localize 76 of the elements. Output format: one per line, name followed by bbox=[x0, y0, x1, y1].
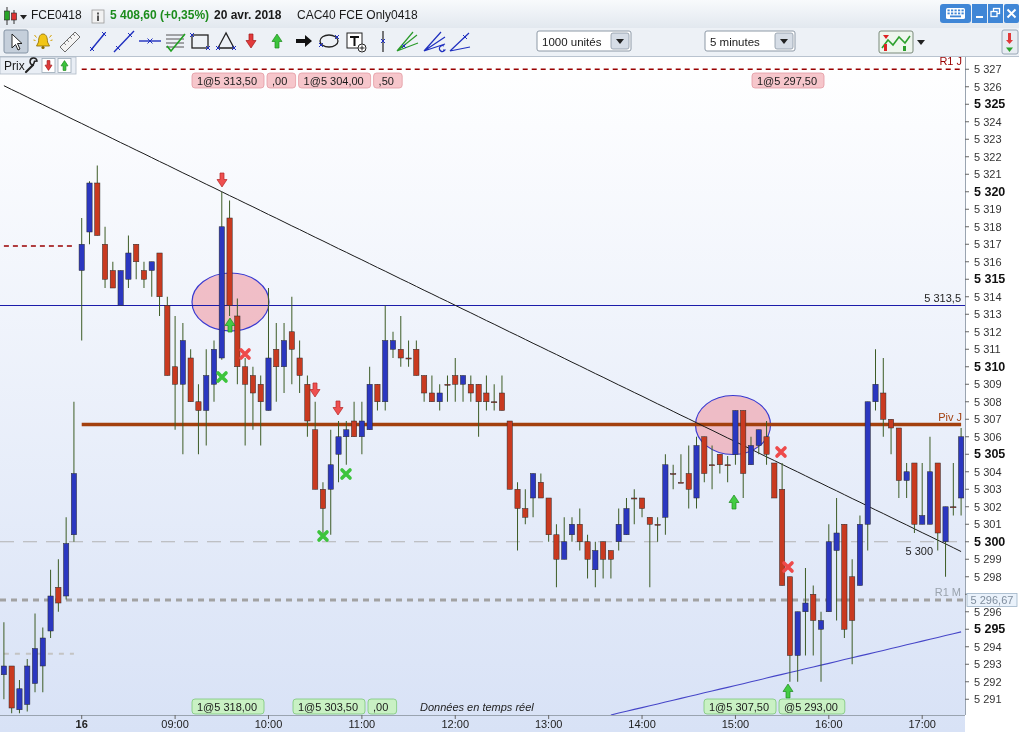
y-tick-label: 5 303 bbox=[974, 483, 1002, 496]
y-tick-label: 5 313 bbox=[974, 308, 1002, 321]
annotation: 1@5 307,50 bbox=[709, 700, 770, 713]
y-tick-label: 5 307 bbox=[974, 413, 1002, 426]
annotation: 1@5 297,50 bbox=[757, 74, 818, 87]
y-tick-label: 5 326 bbox=[974, 80, 1002, 93]
y-tick-label: 5 299 bbox=[974, 553, 1002, 566]
y-tick-label: 5 314 bbox=[974, 290, 1002, 303]
y-tick-label: 5 315 bbox=[974, 272, 1006, 287]
line-series bbox=[610, 631, 962, 715]
y-tick-label: 5 309 bbox=[974, 378, 1002, 391]
text: CAC40 FCE Only0418 bbox=[297, 8, 419, 22]
y-tick-label: 5 306 bbox=[974, 430, 1002, 443]
y-tick-label: 5 312 bbox=[974, 325, 1002, 338]
y-tick-label: 5 325 bbox=[974, 97, 1006, 112]
text: 5 408,60 (+0,35%) bbox=[110, 8, 210, 22]
y-tick-label: 5 302 bbox=[974, 500, 1002, 513]
y-tick-label: 5 311 bbox=[974, 343, 1001, 356]
y-tick-label: 5 321 bbox=[974, 168, 1002, 181]
y-tick-label: 5 320 bbox=[974, 184, 1006, 199]
x-tick-label: 14:00 bbox=[628, 718, 656, 730]
y-tick-label: 5 301 bbox=[974, 518, 1002, 531]
candlestick bbox=[608, 550, 614, 579]
text: 5 minutes bbox=[710, 35, 761, 48]
y-tick-label: 5 300 bbox=[974, 534, 1006, 549]
text: 1000 unités bbox=[542, 35, 602, 48]
annotation: 1@5 318,00 bbox=[197, 700, 258, 713]
y-tick-label: 5 316 bbox=[974, 255, 1002, 268]
y-tick-label: 5 304 bbox=[974, 465, 1002, 478]
candlestick bbox=[288, 296, 295, 385]
series-label: Piv J bbox=[938, 410, 962, 423]
y-tick-label: 5 327 bbox=[974, 63, 1002, 76]
x-tick-label: 16:00 bbox=[815, 718, 843, 730]
y-tick-label: 5 324 bbox=[974, 115, 1002, 128]
y-tick-label: 5 294 bbox=[974, 640, 1002, 653]
annotation: ,00 bbox=[272, 74, 288, 87]
annotation: 1@5 304,00 bbox=[303, 74, 364, 87]
text: 5 296,67 bbox=[970, 594, 1014, 606]
y-tick-label: 5 293 bbox=[974, 658, 1002, 671]
annotation: 1@5 313,50 bbox=[197, 74, 258, 87]
y-tick-label: 5 318 bbox=[974, 220, 1002, 233]
y-tick-label: 5 295 bbox=[974, 622, 1006, 637]
y-tick-label: 5 291 bbox=[974, 693, 1002, 706]
ref-line-label: R1 M bbox=[934, 586, 961, 599]
y-tick-label: 5 305 bbox=[974, 447, 1006, 462]
y-tick-label: 5 310 bbox=[974, 359, 1006, 374]
ref-line-label: 5 313,5 bbox=[924, 291, 961, 304]
y-tick-label: 5 292 bbox=[974, 675, 1002, 688]
x-tick-label: 16 bbox=[75, 718, 88, 730]
x-tick-label: 15:00 bbox=[721, 718, 750, 730]
y-tick-label: 5 296 bbox=[974, 605, 1002, 618]
ref-line-label: 5 300 bbox=[905, 544, 933, 557]
annotation: Prix bbox=[4, 59, 25, 73]
y-tick-label: 5 319 bbox=[974, 203, 1002, 216]
annotation: Données en temps réel bbox=[420, 701, 535, 713]
y-tick-label: 5 322 bbox=[974, 150, 1002, 163]
x-tick-label: 10:00 bbox=[254, 718, 283, 730]
annotation: ,50 bbox=[378, 74, 394, 87]
x-tick-label: 12:00 bbox=[441, 718, 470, 730]
x-tick-label: 13:00 bbox=[534, 718, 563, 730]
x-tick-label: 17:00 bbox=[908, 718, 936, 730]
x-tick-label: 09:00 bbox=[161, 718, 189, 730]
y-tick-label: 5 323 bbox=[974, 133, 1002, 146]
annotation: @5 293,00 bbox=[784, 700, 838, 713]
text: 20 avr. 2018 bbox=[214, 8, 282, 22]
series-label: R1 J bbox=[939, 55, 962, 68]
y-tick-label: 5 298 bbox=[974, 570, 1002, 583]
candlestick bbox=[296, 340, 303, 394]
annotation: ,00 bbox=[373, 700, 389, 713]
y-tick-label: 5 308 bbox=[974, 395, 1002, 408]
y-tick-label: 5 317 bbox=[974, 238, 1002, 251]
x-tick-label: 11:00 bbox=[348, 718, 376, 730]
candlestick bbox=[499, 375, 505, 411]
annotation: 1@5 303,50 bbox=[298, 700, 359, 713]
chart-title: FCE0418 bbox=[31, 8, 83, 22]
line-series bbox=[3, 85, 962, 553]
